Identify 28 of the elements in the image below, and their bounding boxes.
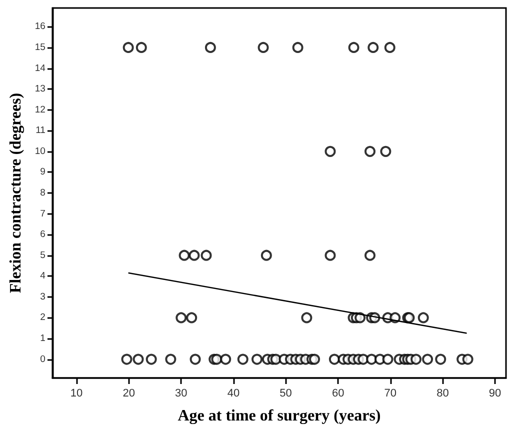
y-tick-label: 2 bbox=[40, 312, 46, 324]
x-tick-label: 30 bbox=[175, 388, 188, 400]
y-tick-label: 0 bbox=[40, 354, 46, 365]
x-tick-label: 80 bbox=[436, 388, 449, 400]
x-tick-label: 50 bbox=[280, 388, 292, 400]
y-tick-label: 1 bbox=[40, 333, 46, 344]
y-tick-label: 16 bbox=[34, 21, 46, 32]
x-tick-label: 40 bbox=[227, 388, 240, 400]
y-tick-label: 15 bbox=[34, 42, 46, 53]
y-tick-label: 3 bbox=[40, 291, 46, 302]
y-tick-label: 5 bbox=[40, 250, 46, 261]
y-tick-label: 11 bbox=[36, 125, 46, 136]
y-tick-label: 10 bbox=[34, 146, 46, 157]
y-axis-title: Flexion contracture (degrees) bbox=[8, 92, 24, 294]
x-tick-label: 10 bbox=[70, 388, 83, 400]
y-tick-label: 12 bbox=[34, 104, 46, 116]
y-tick-label: 7 bbox=[40, 208, 46, 220]
x-tick-label: 70 bbox=[384, 388, 397, 400]
x-tick-label: 20 bbox=[122, 388, 135, 400]
y-tick-label: 13 bbox=[34, 84, 46, 95]
y-tick-label: 6 bbox=[40, 229, 46, 240]
y-tick-label: 8 bbox=[40, 188, 46, 198]
y-tick-label: 9 bbox=[40, 166, 46, 178]
y-tick-label: 4 bbox=[40, 270, 46, 282]
x-axis-title: Age at time of surgery (years) bbox=[178, 408, 381, 424]
x-tick-label: 60 bbox=[332, 388, 344, 400]
y-tick-label: 14 bbox=[34, 62, 46, 74]
x-tick-label: 90 bbox=[488, 388, 502, 400]
